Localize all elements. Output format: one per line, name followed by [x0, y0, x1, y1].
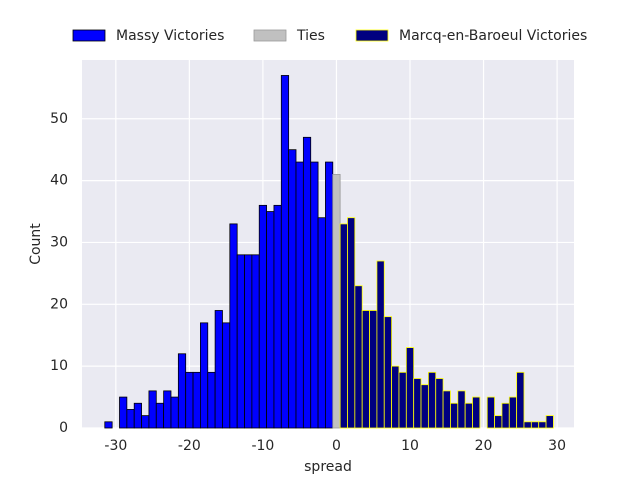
bar [361, 310, 370, 429]
bar [508, 396, 518, 429]
bar [200, 322, 209, 429]
bar [214, 310, 223, 429]
bar [516, 371, 525, 429]
bar [141, 415, 150, 429]
x-tick-label: 10 [401, 438, 419, 454]
bar [295, 161, 304, 429]
y-axis-label: Count [28, 223, 44, 265]
bar [177, 353, 187, 429]
bar [538, 421, 547, 429]
legend-label: Marcq-en-Baroeul Victories [399, 28, 587, 44]
x-axis-label: spread [304, 459, 352, 475]
bar [530, 421, 540, 429]
bar [405, 347, 415, 429]
legend-label: Ties [296, 28, 325, 44]
bar [435, 378, 444, 429]
bar [486, 396, 495, 429]
bar [273, 204, 282, 429]
y-tick-label: 10 [50, 358, 68, 374]
bar [236, 254, 245, 429]
bar [310, 161, 319, 429]
bar [427, 371, 437, 429]
bar [413, 378, 422, 429]
bar [126, 409, 135, 429]
bar [398, 371, 407, 429]
y-tick-label: 20 [50, 296, 68, 312]
bar [104, 421, 113, 429]
bar [501, 402, 510, 429]
bar [450, 402, 459, 429]
bar [354, 285, 363, 429]
bar [545, 415, 554, 429]
bar [207, 371, 216, 429]
bar [222, 322, 231, 429]
bar [494, 415, 503, 429]
bar [369, 310, 378, 429]
bar [376, 260, 385, 429]
legend-label: Massy Victories [116, 28, 224, 44]
bar [119, 396, 128, 429]
y-tick-label: 40 [50, 173, 68, 189]
bar [288, 149, 297, 429]
bar [472, 396, 481, 429]
bar [229, 223, 238, 429]
bar [420, 384, 429, 429]
bar [339, 223, 348, 429]
bar [148, 390, 157, 429]
x-tick-label: -30 [104, 438, 127, 454]
bar [302, 136, 312, 429]
bar [325, 161, 334, 429]
legend-swatch [355, 29, 389, 42]
bar [244, 254, 253, 429]
bar [280, 75, 290, 429]
bar [155, 402, 165, 429]
bar [163, 390, 172, 429]
x-tick-label: -20 [178, 438, 201, 454]
bar [442, 390, 451, 429]
y-tick-label: 30 [50, 234, 68, 250]
bar [347, 217, 356, 429]
bar [383, 316, 393, 429]
bar [457, 390, 466, 429]
bar [391, 365, 400, 429]
bar [185, 371, 194, 429]
bar [258, 204, 267, 429]
bar [133, 402, 142, 429]
legend-swatch [253, 29, 287, 42]
bar [251, 254, 260, 429]
bar [464, 402, 473, 429]
x-tick-label: 0 [332, 438, 341, 454]
bar [266, 211, 275, 429]
bar [192, 371, 201, 429]
bar [170, 396, 179, 429]
bar [317, 217, 326, 429]
bar [332, 174, 341, 429]
x-tick-label: -10 [251, 438, 274, 454]
bar [523, 421, 532, 429]
y-tick-label: 50 [50, 111, 68, 127]
legend-swatch [72, 29, 106, 42]
x-tick-label: 20 [475, 438, 493, 454]
y-tick-label: 0 [59, 420, 68, 436]
x-tick-label: 30 [548, 438, 566, 454]
